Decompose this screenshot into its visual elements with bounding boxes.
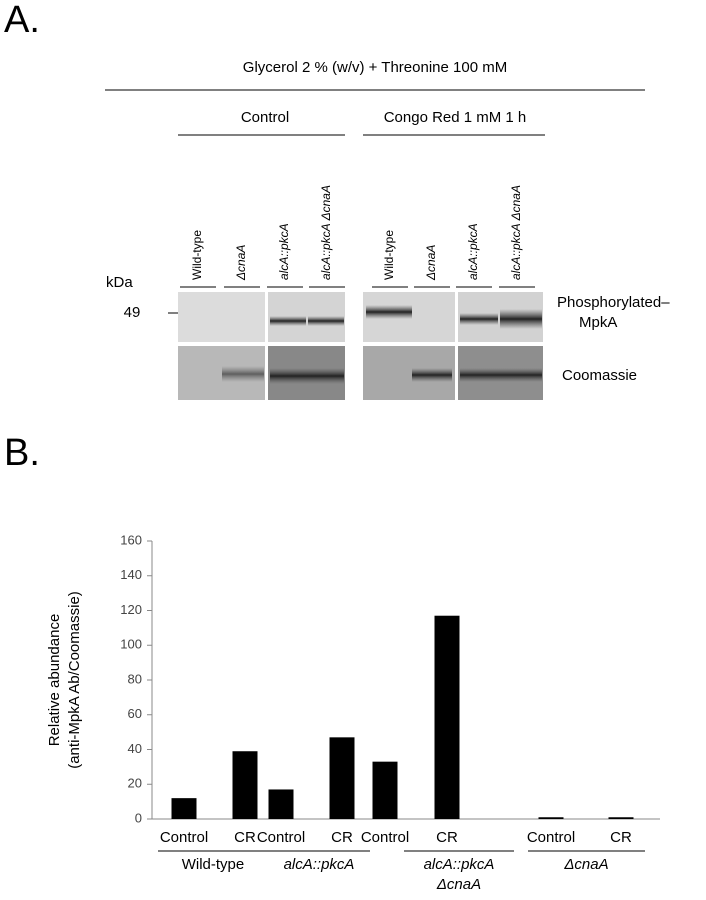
marker: 49: [124, 304, 141, 321]
x-tick-label: Control: [527, 829, 575, 846]
group-label: Wild-type: [182, 856, 245, 873]
lane-label: alcA::pkcA ΔcnaA: [509, 185, 523, 280]
y-tick-label: 60: [128, 706, 142, 721]
bar: [171, 798, 197, 819]
y-tick-label: 80: [128, 671, 142, 686]
y-tick-label: 0: [135, 810, 142, 825]
group-label: alcA::pkcA: [284, 856, 355, 873]
x-tick-label: CR: [331, 829, 353, 846]
panel-label: B.: [4, 432, 40, 474]
bar: [434, 615, 460, 819]
blot: [178, 292, 543, 400]
panel-label: A.: [4, 0, 40, 41]
marker-unit: kDa: [106, 274, 133, 291]
y-axis-label: (anti-MpkA Ab/Coomassie): [66, 591, 83, 769]
lane-label: alcA::pkcA: [277, 223, 291, 280]
row-label: Coomassie: [562, 367, 637, 384]
group-label: Congo Red 1 mM 1 h: [384, 109, 527, 126]
x-tick-label: CR: [436, 829, 458, 846]
x-tick-label: Control: [361, 829, 409, 846]
x-tick-label: CR: [610, 829, 632, 846]
y-tick-label: 20: [128, 776, 142, 791]
condition: Glycerol 2 % (w/v) + Threonine 100 mM: [243, 59, 507, 76]
y-axis-label: Relative abundance: [46, 614, 63, 747]
y-tick-label: 40: [128, 741, 142, 756]
y-tick-label: 120: [120, 602, 142, 617]
bar: [268, 789, 294, 819]
bar: [538, 817, 564, 819]
y-tick-label: 160: [120, 532, 142, 547]
lane-label: ΔcnaA: [424, 245, 438, 281]
lane-label: ΔcnaA: [234, 245, 248, 281]
group-label: ΔcnaA: [436, 876, 481, 893]
y-tick-label: 100: [120, 637, 142, 652]
group-label: Control: [241, 109, 289, 126]
lane-label: alcA::pkcA: [466, 223, 480, 280]
x-tick-label: CR: [234, 829, 256, 846]
lane-label: alcA::pkcA ΔcnaA: [319, 185, 333, 280]
x-tick-label: Control: [257, 829, 305, 846]
group-label: ΔcnaA: [563, 856, 608, 873]
lane-label: Wild-type: [190, 230, 204, 280]
row-label: MpkA: [579, 314, 617, 331]
bar: [608, 817, 634, 819]
bar: [329, 737, 355, 819]
row-label: Phosphorylated–: [557, 294, 670, 311]
group-label: alcA::pkcA: [424, 856, 495, 873]
y-tick-label: 140: [120, 567, 142, 582]
bar: [232, 751, 258, 819]
lane-label: Wild-type: [382, 230, 396, 280]
bar: [372, 761, 398, 819]
x-tick-label: Control: [160, 829, 208, 846]
